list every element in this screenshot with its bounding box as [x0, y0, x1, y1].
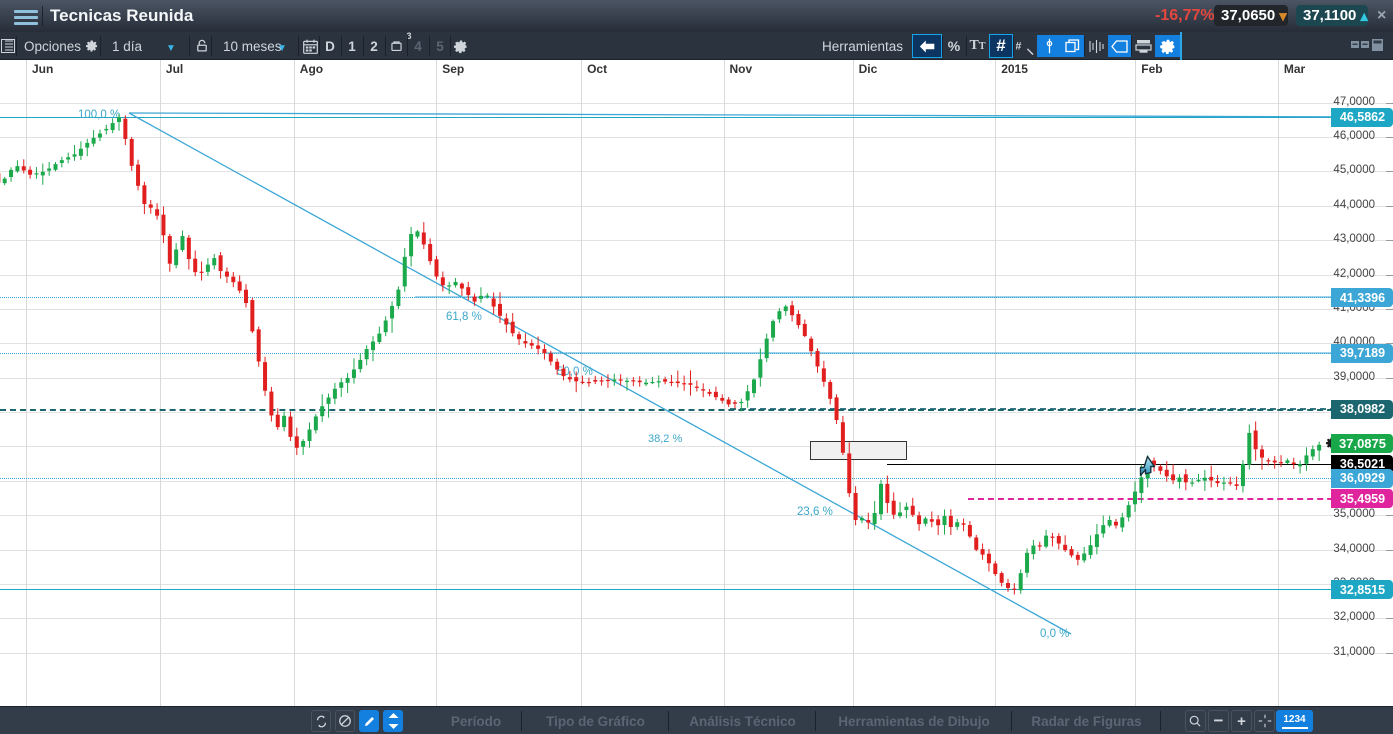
svg-text:#: # — [1016, 40, 1022, 52]
